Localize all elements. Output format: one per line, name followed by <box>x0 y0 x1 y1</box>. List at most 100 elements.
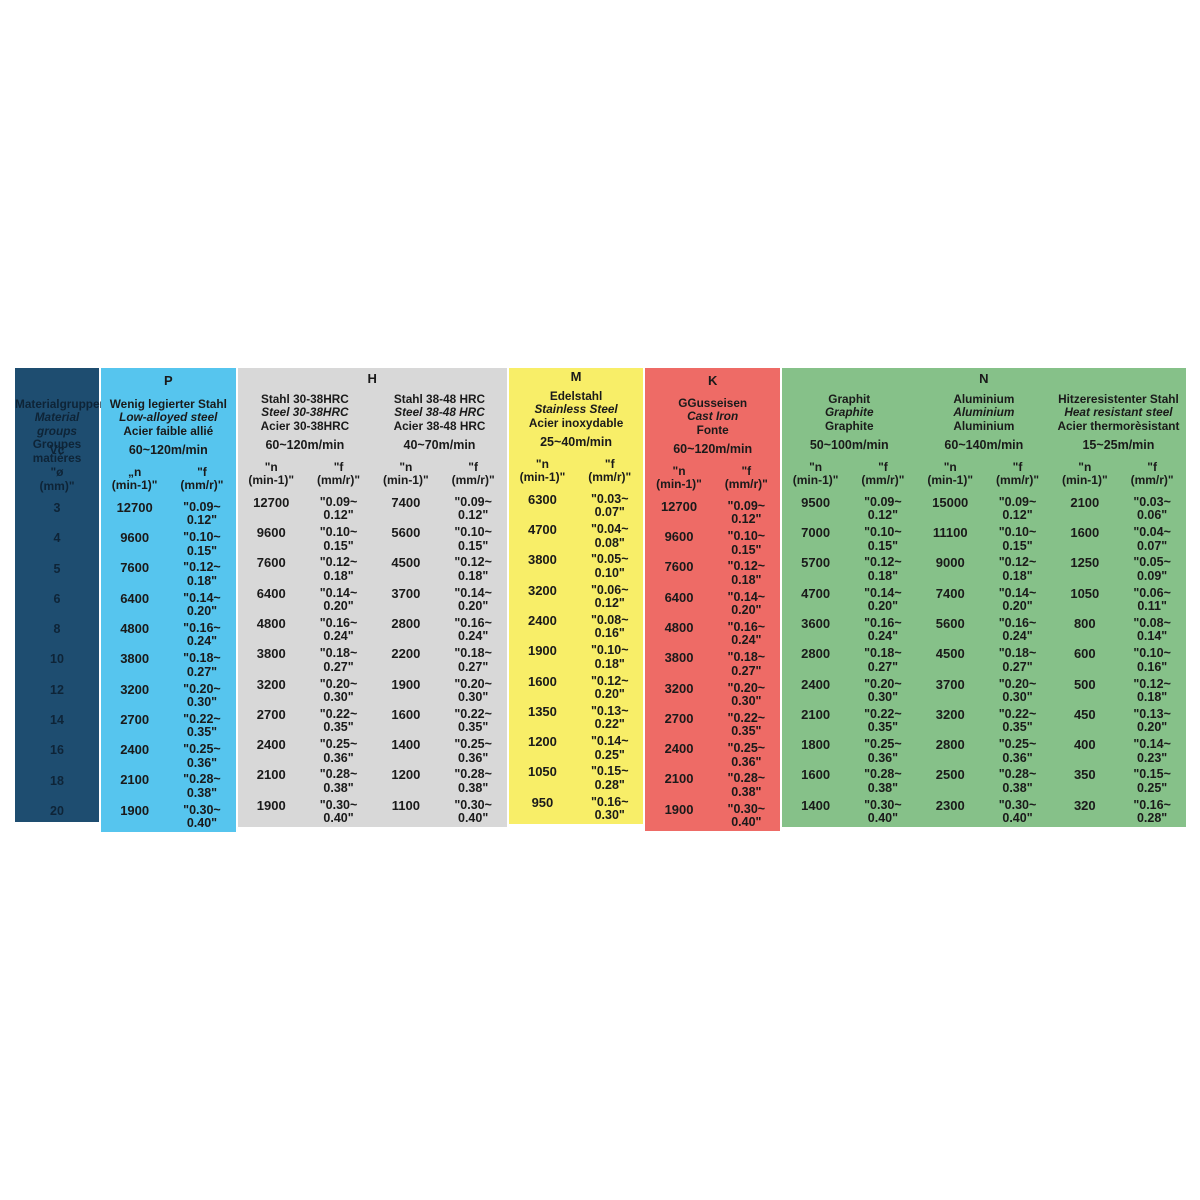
feed-f-cell: "0.10~ 0.15" <box>864 525 902 553</box>
table-row: 2700 "0.22~ 0.35" <box>645 710 780 740</box>
feed-f-cell: "0.09~ 0.12" <box>454 494 492 523</box>
speed-n-cell: 2200 <box>391 646 421 662</box>
f-header: "f (mm/r)" <box>724 463 768 492</box>
table-row: 7000 "0.10~ 0.15" <box>782 524 917 554</box>
speed-n-cell: 2800 <box>935 737 965 753</box>
data-rows: 2100 "0.03~ 0.06" 1600 "0.04~ 0.07" 1250 "0.0… <box>1051 494 1186 827</box>
feed-f-cell: "0.16~ 0.24" <box>319 615 358 644</box>
speed-n-cell: 1050 <box>1070 585 1100 601</box>
table-row: 1900 "0.20~ 0.30" <box>372 676 507 706</box>
table-row: 2400 "0.25~ 0.36" <box>645 740 780 770</box>
table-row: 1250 "0.05~ 0.09" <box>1051 554 1186 584</box>
speed-n-cell: 2100 <box>664 771 694 787</box>
material-name-block: Aluminium Aluminium Aluminium <box>917 389 1052 435</box>
feed-f-cell: "0.10~ 0.18" <box>590 643 629 671</box>
speed-n-cell: 2400 <box>120 742 150 758</box>
group-K-subgroups: GGusseisen Cast Iron Fonte 60~120m/min "n (m… <box>645 393 780 831</box>
feed-f-cell: "0.30~ 0.40" <box>183 802 221 831</box>
feed-f-cell: "0.10~ 0.15" <box>727 529 766 557</box>
material-name-block: Graphit Graphite Graphite <box>782 389 917 435</box>
table-row: 3800 "0.18~ 0.27" <box>645 649 780 679</box>
feed-f-cell: "0.20~ 0.30" <box>998 676 1037 705</box>
material-name-line: Hitzeresistenter Stahl <box>1058 391 1179 406</box>
table-row: 9000 "0.12~ 0.18" <box>917 554 1052 584</box>
f-header: "f (mm/r)" <box>451 459 495 488</box>
material-name-line: Fonte <box>696 422 729 437</box>
speed-n-cell: 2100 <box>120 772 150 788</box>
speed-n-cell: 1800 <box>801 737 831 753</box>
n-header: "n (min-1)" <box>792 459 839 488</box>
feed-f-cell: "0.10~ 0.15" <box>183 530 221 558</box>
feed-f-cell: "0.03~ 0.07" <box>590 491 629 520</box>
feed-f-cell: "0.16~ 0.24" <box>183 620 221 649</box>
f-header: "f (mm/r)" <box>861 459 905 488</box>
group-letter-P: P <box>163 373 173 389</box>
diameter-list: 3 4 5 6 8 10 12 14 16 18 20 <box>15 499 99 832</box>
feed-f-cell: "0.04~ 0.07" <box>1133 525 1171 553</box>
speed-n-cell: 12700 <box>253 494 290 510</box>
subgroup-H-1: Stahl 38-48 HRC Steel 38-48 HRC Acier 38-4… <box>372 389 507 827</box>
table-row: 15000 "0.09~ 0.12" <box>917 494 1052 524</box>
table-row: 2700 "0.22~ 0.35" <box>101 711 236 741</box>
speed-n-cell: 2400 <box>256 737 286 753</box>
material-name-line: Acier 30-38HRC <box>260 418 350 433</box>
vc-value: 40~70m/min <box>403 437 476 452</box>
speed-n-cell: 7000 <box>801 525 831 541</box>
table-row: 1800 "0.25~ 0.36" <box>782 736 917 766</box>
speed-n-cell: 6400 <box>256 585 286 601</box>
table-row: 450 "0.13~ 0.20" <box>1051 706 1186 736</box>
speed-n-cell: 3700 <box>935 676 965 692</box>
diameter-cell: 10 <box>50 652 64 667</box>
material-name-line: Acier inoxydable <box>528 415 624 430</box>
table-row: 2400 "0.08~ 0.16" <box>509 612 644 642</box>
data-rows: 12700 "0.09~ 0.12" 9600 "0.10~ 0.15" 7600 "0.… <box>101 499 236 832</box>
speed-n-cell: 6400 <box>120 590 150 606</box>
table-row: 2100 "0.28~ 0.38" <box>101 771 236 801</box>
diameter-cell: 6 <box>53 591 61 606</box>
table-row: 400 "0.14~ 0.23" <box>1051 736 1186 766</box>
material-name-line: Cast Iron <box>687 409 739 424</box>
n-header: "n (min-1)" <box>519 456 566 485</box>
feed-f-cell: "0.10~ 0.16" <box>1133 646 1171 674</box>
diameter-cell: 18 <box>50 773 64 788</box>
table-row: 11100 "0.10~ 0.15" <box>917 524 1052 554</box>
table-row: 3200 "0.06~ 0.12" <box>509 582 644 612</box>
data-rows: 6300 "0.03~ 0.07" 4700 "0.04~ 0.08" 3800 "0.0… <box>509 491 644 824</box>
feed-f-cell: "0.13~ 0.22" <box>590 703 629 732</box>
feed-f-cell: "0.09~ 0.12" <box>998 494 1037 523</box>
speed-n-cell: 3800 <box>256 646 286 662</box>
f-header: "f (mm/r)" <box>588 456 632 485</box>
table-row: 5600 "0.10~ 0.15" <box>372 524 507 554</box>
legend-title-de: Materialgruppen <box>15 397 107 411</box>
material-name-line: Acier thermorèsistant <box>1057 418 1180 433</box>
table-row: 1100 "0.30~ 0.40" <box>372 797 507 827</box>
table-row: 1400 "0.25~ 0.36" <box>372 736 507 766</box>
table-row: 9600 "0.10~ 0.15" <box>645 528 780 558</box>
feed-f-cell: "0.25~ 0.36" <box>864 737 902 765</box>
speed-n-cell: 7600 <box>120 560 150 576</box>
legend-title-en: Material groups <box>34 410 80 438</box>
feed-f-cell: "0.22~ 0.35" <box>864 706 902 735</box>
table-row: 3700 "0.14~ 0.20" <box>372 585 507 615</box>
speed-n-cell: 5700 <box>801 555 831 571</box>
speed-n-cell: 4500 <box>935 646 965 662</box>
table-row: 1900 "0.30~ 0.40" <box>645 801 780 831</box>
feed-f-cell: "0.03~ 0.06" <box>1133 494 1171 523</box>
feed-f-cell: "0.06~ 0.11" <box>1133 585 1171 614</box>
data-rows: 12700 "0.09~ 0.12" 9600 "0.10~ 0.15" 7600 "0.… <box>645 498 780 831</box>
speed-n-cell: 7400 <box>935 585 965 601</box>
table-row: 1350 "0.13~ 0.22" <box>509 703 644 733</box>
feed-f-cell: "0.25~ 0.36" <box>454 737 492 765</box>
n-header: „n (min-1)" <box>111 464 158 493</box>
feed-f-cell: "0.14~ 0.20" <box>454 585 492 614</box>
column-headers: "n (min-1)" "f (mm/r)" <box>917 457 1052 494</box>
material-name-line: Acier 38-48 HRC <box>393 418 486 433</box>
group-H-subgroups: Stahl 30-38HRC Steel 30-38HRC Acier 30-38H… <box>238 389 507 827</box>
material-name-line: Low-alloyed steel <box>119 410 218 425</box>
table-row: 2300 "0.30~ 0.40" <box>917 797 1052 827</box>
material-name-line: Graphite <box>825 418 874 433</box>
table-row: 3200 "0.20~ 0.30" <box>101 681 236 711</box>
speed-n-cell: 9600 <box>120 530 150 546</box>
speed-n-cell: 15000 <box>932 494 969 510</box>
feed-f-cell: "0.25~ 0.36" <box>319 737 358 765</box>
